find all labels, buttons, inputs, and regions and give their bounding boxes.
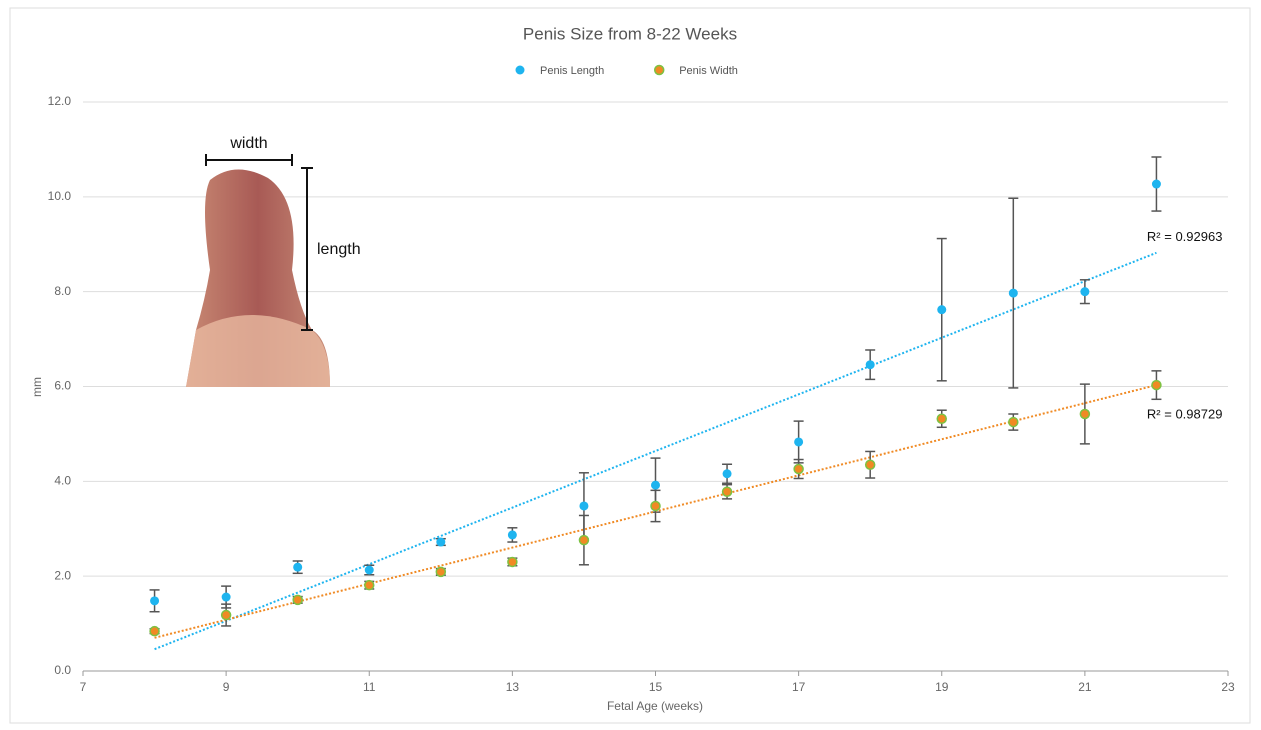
point — [435, 566, 447, 578]
x-tick-label: 9 — [223, 680, 230, 694]
legend-marker — [653, 64, 665, 76]
point — [864, 459, 876, 470]
y-tick-label: 0.0 — [54, 663, 71, 677]
point — [578, 534, 590, 546]
x-tick-label: 19 — [935, 680, 949, 694]
y-tick-label: 6.0 — [54, 379, 71, 393]
point — [1151, 179, 1161, 189]
x-tick-label: 13 — [506, 680, 520, 694]
x-tick-label: 17 — [792, 680, 806, 694]
y-tick-label: 2.0 — [54, 568, 71, 582]
x-tick-label: 11 — [363, 680, 376, 694]
point — [436, 537, 446, 547]
point — [150, 596, 160, 606]
r-squared-label: R² = 0.98729 — [1147, 407, 1223, 422]
point — [721, 486, 733, 498]
length-label: length — [317, 241, 361, 258]
point — [1079, 408, 1091, 420]
point — [149, 625, 160, 637]
point — [793, 463, 804, 475]
point — [1008, 288, 1018, 298]
legend-marker — [515, 65, 525, 75]
r-squared-label: R² = 0.92963 — [1147, 229, 1223, 244]
point — [1008, 416, 1019, 428]
point — [794, 437, 804, 447]
inset-photo: width length — [186, 135, 361, 387]
x-tick-label: 15 — [649, 680, 663, 694]
point — [722, 469, 732, 479]
point — [937, 305, 947, 315]
point — [293, 562, 303, 572]
legend-label: Penis Width — [679, 65, 738, 77]
y-tick-label: 8.0 — [54, 284, 71, 298]
x-tick-label: 23 — [1221, 680, 1235, 694]
point — [221, 592, 231, 602]
x-tick-label: 7 — [80, 680, 87, 694]
point — [579, 501, 589, 511]
point — [507, 556, 518, 568]
point — [1151, 379, 1162, 391]
y-tick-label: 10.0 — [48, 189, 72, 203]
point — [651, 480, 660, 490]
trendline — [154, 251, 1157, 651]
y-tick-label: 4.0 — [54, 474, 71, 488]
point — [650, 500, 661, 512]
x-tick-label: 21 — [1078, 680, 1092, 694]
width-label: width — [229, 135, 267, 152]
point — [220, 609, 232, 621]
point — [292, 594, 303, 606]
point — [364, 579, 375, 591]
point — [1080, 287, 1090, 297]
y-axis-label: mm — [30, 377, 44, 397]
point — [364, 565, 374, 575]
legend-label: Penis Length — [540, 65, 604, 77]
point — [507, 530, 517, 540]
y-tick-label: 12.0 — [48, 94, 72, 108]
point — [936, 413, 947, 424]
x-axis-label: Fetal Age (weeks) — [607, 699, 703, 713]
inset-base — [186, 315, 330, 387]
point — [865, 360, 875, 370]
chart-title: Penis Size from 8-22 Weeks — [523, 24, 737, 43]
